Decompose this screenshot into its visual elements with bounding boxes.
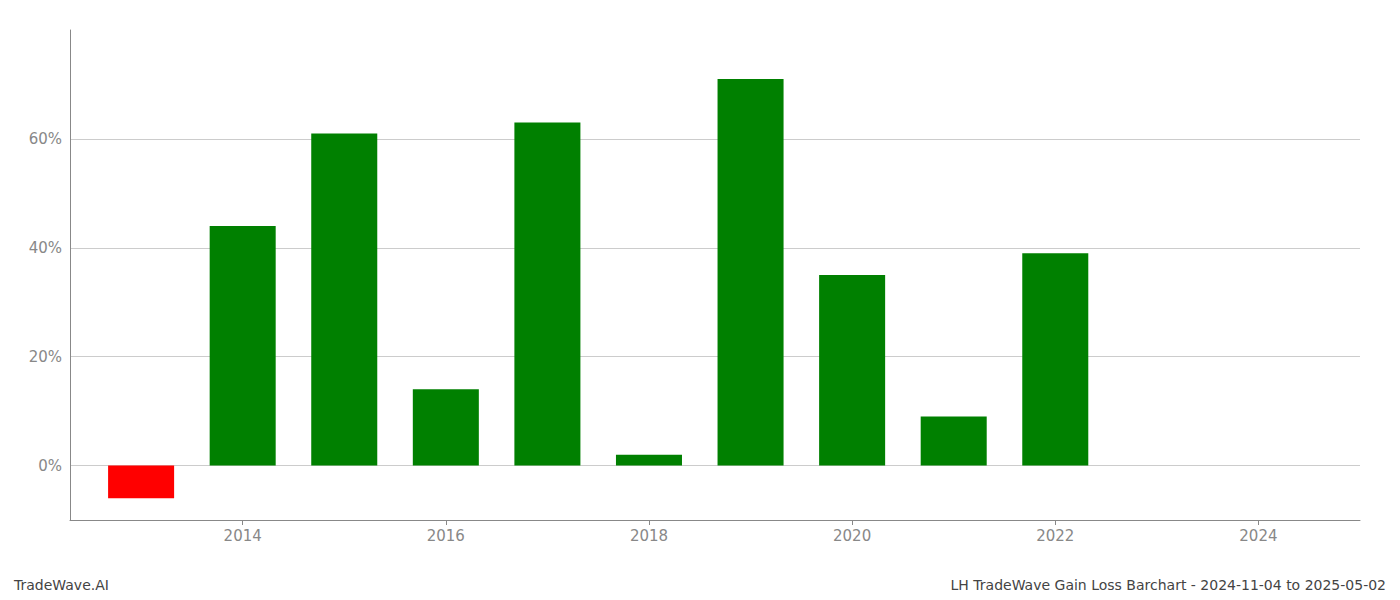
svg-text:60%: 60% — [29, 130, 62, 148]
svg-text:20%: 20% — [29, 348, 62, 366]
svg-text:2024: 2024 — [1239, 527, 1277, 545]
svg-text:TradeWave.AI: TradeWave.AI — [13, 577, 109, 593]
svg-text:2016: 2016 — [427, 527, 465, 545]
svg-text:LH TradeWave Gain Loss Barchar: LH TradeWave Gain Loss Barchart - 2024-1… — [951, 577, 1386, 593]
svg-text:2020: 2020 — [833, 527, 871, 545]
svg-text:2018: 2018 — [630, 527, 668, 545]
svg-text:2014: 2014 — [224, 527, 262, 545]
svg-text:2022: 2022 — [1036, 527, 1074, 545]
svg-text:40%: 40% — [29, 239, 62, 257]
svg-text:0%: 0% — [38, 457, 62, 475]
